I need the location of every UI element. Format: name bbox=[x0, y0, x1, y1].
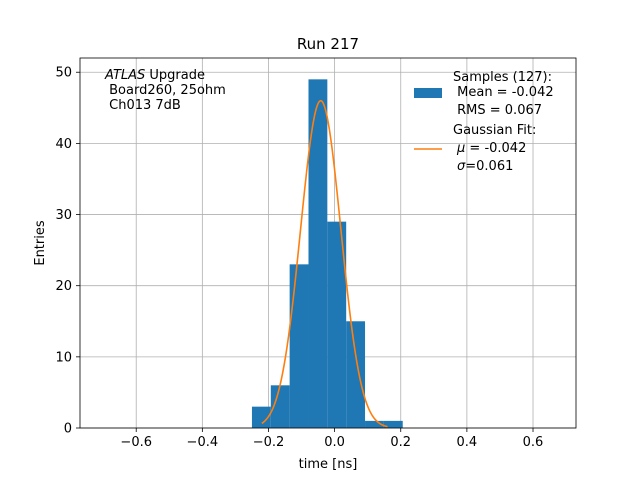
x-axis-label: time [ns] bbox=[299, 457, 358, 472]
legend-mu-value: = -0.042 bbox=[465, 141, 526, 156]
histogram-bar bbox=[365, 420, 384, 428]
x-tick-label: 0.4 bbox=[457, 435, 478, 450]
annotation-upgrade: Upgrade bbox=[145, 68, 205, 83]
x-tick-label: 0.6 bbox=[523, 435, 544, 450]
histogram-bar bbox=[289, 264, 309, 428]
annotation-atlas: ATLAS bbox=[104, 68, 145, 83]
x-tick-label: 0.0 bbox=[324, 435, 345, 450]
legend: Samples (127): Mean = -0.042 RMS = 0.067… bbox=[414, 70, 554, 174]
y-tick-label: 40 bbox=[55, 137, 72, 152]
histogram-bar bbox=[308, 79, 328, 428]
x-gridlines bbox=[135, 58, 534, 428]
chart-title: Run 217 bbox=[297, 35, 359, 53]
legend-sigma-value: =0.061 bbox=[465, 159, 513, 174]
annotation-line-2: Board260, 25ohm bbox=[105, 83, 226, 98]
legend-mu-symbol: μ bbox=[456, 141, 465, 156]
histogram-bar bbox=[270, 385, 290, 428]
x-tick-label: −0.6 bbox=[120, 435, 152, 450]
histogram-bar bbox=[327, 221, 347, 428]
legend-fit-line-1: Gaussian Fit: bbox=[453, 123, 536, 138]
y-axis-ticks: 0 10 20 30 40 50 bbox=[55, 66, 80, 437]
histogram-bar bbox=[251, 406, 271, 428]
y-tick-label: 20 bbox=[55, 279, 72, 294]
plot-frame bbox=[79, 57, 577, 429]
legend-samples-swatch bbox=[414, 88, 442, 98]
legend-samples-line-3: RMS = 0.067 bbox=[453, 103, 542, 118]
x-tick-label: 0.2 bbox=[390, 435, 411, 450]
legend-sigma-symbol: σ bbox=[457, 159, 466, 174]
y-tick-label: 0 bbox=[64, 422, 72, 437]
legend-samples-line-2: Mean = -0.042 bbox=[453, 85, 554, 100]
y-axis-label: Entries bbox=[33, 220, 48, 266]
annotation-line-1: ATLAS Upgrade bbox=[104, 68, 205, 83]
x-tick-label: −0.2 bbox=[253, 435, 285, 450]
gaussian-fit-curve bbox=[261, 99, 388, 428]
histogram-bar bbox=[383, 420, 403, 428]
legend-fit-mu: μ = -0.042 bbox=[456, 141, 526, 156]
histogram-bar bbox=[346, 321, 366, 428]
y-tick-label: 30 bbox=[55, 208, 72, 223]
x-axis-ticks: −0.6 −0.4 −0.2 0.0 0.2 0.4 0.6 bbox=[120, 428, 543, 450]
experiment-annotation: ATLAS Upgrade Board260, 25ohm Ch013 7dB bbox=[104, 68, 226, 113]
legend-samples-line-1: Samples (127): bbox=[453, 70, 552, 85]
annotation-line-3: Ch013 7dB bbox=[105, 98, 181, 113]
y-tick-label: 50 bbox=[55, 66, 72, 81]
x-tick-label: −0.4 bbox=[187, 435, 219, 450]
y-tick-label: 10 bbox=[55, 350, 72, 365]
legend-fit-sigma: σ=0.061 bbox=[457, 159, 513, 174]
histogram-bars bbox=[251, 79, 403, 428]
